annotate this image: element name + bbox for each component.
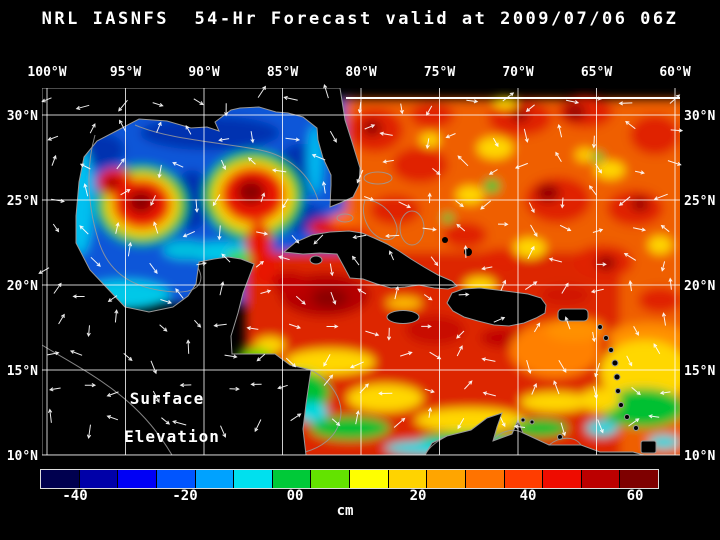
land-north-central-america — [42, 88, 361, 455]
land-south-america — [424, 412, 645, 455]
lat-label-right: 25°N — [684, 194, 715, 209]
land-layer — [42, 88, 657, 455]
land-curacao — [520, 417, 526, 423]
land-antilles — [613, 373, 621, 381]
lon-label: 100°W — [27, 65, 66, 80]
longitude-axis: 100°W 95°W 90°W 85°W 80°W 75°W 70°W 65°W… — [27, 65, 690, 80]
lat-label-left: 30°N — [7, 109, 38, 124]
land-puerto-rico — [557, 308, 589, 322]
lon-label: 80°W — [345, 65, 376, 80]
field-label-line2: Elevation — [124, 427, 220, 446]
lon-label: 85°W — [267, 65, 298, 80]
land-antilles — [618, 402, 624, 408]
current-arrows — [38, 83, 684, 440]
colorbar-tick: 00 — [286, 488, 304, 504]
lon-label: 90°W — [188, 65, 219, 80]
lon-label: 95°W — [110, 65, 141, 80]
lat-label-right: 30°N — [684, 109, 715, 124]
grid-lines — [42, 88, 680, 456]
lat-label-right: 15°N — [684, 364, 715, 379]
land-isla-juventud — [309, 255, 323, 265]
colorbar-tick: 60 — [626, 488, 644, 504]
colorbar-tick: 40 — [519, 488, 537, 504]
land-antilles — [608, 347, 614, 353]
colorbar-tick: 20 — [409, 488, 427, 504]
land-antilles — [615, 388, 621, 394]
lon-label: 65°W — [581, 65, 612, 80]
field-label-line1: Surface — [130, 389, 204, 408]
lon-label: 75°W — [424, 65, 455, 80]
land-trinidad — [640, 440, 657, 454]
land-hispaniola — [446, 287, 547, 327]
lat-label-left: 10°N — [7, 449, 38, 464]
land-antilles — [597, 324, 603, 330]
colorbar-unit: cm — [336, 503, 354, 519]
colorbar — [40, 469, 659, 489]
page-title: NRL IASNFS 54-Hr Forecast valid at 2009/… — [41, 9, 679, 29]
lat-label-left: 25°N — [7, 194, 38, 209]
lon-label: 70°W — [502, 65, 533, 80]
land-cuba — [282, 230, 458, 290]
lat-label-right: 20°N — [684, 279, 715, 294]
bathymetry-contours — [42, 124, 582, 455]
land-antilles — [611, 359, 619, 367]
colorbar-tick: -20 — [172, 488, 198, 504]
lat-label-left: 20°N — [7, 279, 38, 294]
lat-label-right: 10°N — [684, 449, 715, 464]
land-antilles — [633, 425, 639, 431]
colorbar-tick: -40 — [62, 488, 88, 504]
land-antilles — [603, 335, 609, 341]
latitude-axis-right: 30°N 25°N 20°N 15°N 10°N — [684, 109, 715, 464]
latitude-axis-left: 30°N 25°N 20°N 15°N 10°N — [7, 109, 38, 464]
lat-label-left: 15°N — [7, 364, 38, 379]
lon-label: 60°W — [659, 65, 690, 80]
land-bonaire — [529, 419, 535, 425]
land-antilles — [624, 414, 630, 420]
land-jamaica — [386, 310, 420, 324]
